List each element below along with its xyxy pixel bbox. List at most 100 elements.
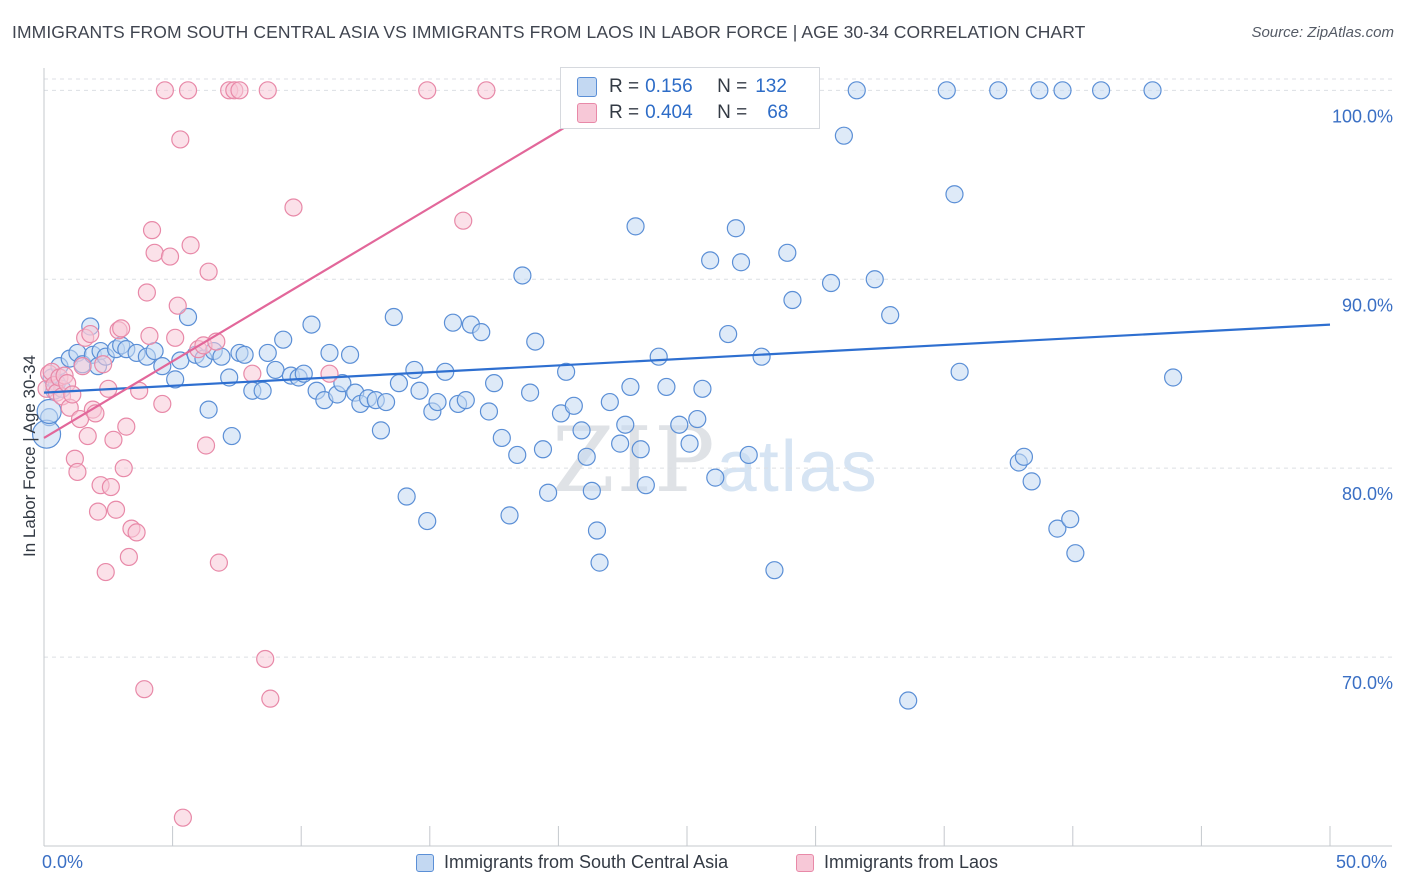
- x-min-label: 0.0%: [42, 852, 84, 872]
- data-point: [572, 421, 591, 440]
- data-point: [155, 81, 174, 100]
- data-point: [253, 381, 272, 400]
- data-point: [106, 500, 126, 519]
- data-point: [101, 477, 120, 497]
- y-tick-label: 80.0%: [1342, 484, 1393, 504]
- data-point: [68, 462, 87, 482]
- legend-swatch-blue: [416, 853, 434, 872]
- data-point: [731, 253, 751, 272]
- data-point: [539, 483, 558, 502]
- data-point: [168, 296, 187, 315]
- legend-item-south-central-asia[interactable]: Immigrants from South Central Asia: [416, 852, 728, 873]
- data-point: [726, 219, 745, 238]
- legend-label-south-central-asia: Immigrants from South Central Asia: [444, 852, 729, 872]
- y-tick-label: 70.0%: [1342, 673, 1393, 693]
- data-point: [94, 355, 113, 374]
- data-point: [371, 421, 391, 440]
- data-point: [485, 374, 504, 393]
- stats-swatch-pink: [577, 103, 597, 123]
- data-point: [73, 357, 92, 376]
- y-tick-label: 100.0%: [1332, 106, 1393, 126]
- data-point: [135, 680, 154, 699]
- data-point: [526, 332, 545, 351]
- data-point: [680, 434, 699, 453]
- data-point: [153, 394, 172, 414]
- data-point: [405, 360, 424, 380]
- data-point: [212, 347, 231, 366]
- data-point: [137, 283, 156, 302]
- data-point: [621, 377, 640, 397]
- data-point: [266, 360, 285, 380]
- data-point: [765, 561, 784, 580]
- data-point: [454, 211, 473, 230]
- data-point: [821, 273, 841, 293]
- stats-n-label-1: N =: [717, 76, 748, 97]
- data-point: [78, 426, 97, 446]
- data-point: [178, 81, 198, 100]
- data-point: [564, 396, 583, 415]
- trend-line-laos: [43, 127, 565, 439]
- data-point: [693, 379, 712, 398]
- data-point: [1164, 368, 1183, 387]
- bottom-legend: Immigrants from South Central Asia Immig…: [0, 852, 1406, 878]
- data-point: [479, 402, 499, 421]
- chart-title: IMMIGRANTS FROM SOUTH CENTRAL ASIA VS IM…: [12, 22, 1086, 42]
- series-south-central-asia: [31, 81, 1183, 710]
- trend-lines: [43, 127, 1331, 439]
- data-point: [384, 307, 403, 327]
- data-point: [389, 374, 409, 393]
- data-point: [533, 440, 553, 459]
- data-point: [261, 689, 280, 708]
- legend-item-laos[interactable]: Immigrants from Laos: [796, 852, 998, 873]
- data-point: [320, 364, 339, 383]
- data-point: [600, 392, 619, 412]
- data-point: [160, 247, 180, 266]
- trend-line-south-central-asia: [43, 323, 1331, 394]
- data-point: [783, 290, 802, 310]
- y-tick-labels: 70.0% 80.0% 90.0% 100.0%: [1332, 106, 1393, 693]
- data-point: [587, 521, 607, 540]
- data-point: [557, 362, 576, 381]
- series-laos: [37, 81, 496, 827]
- data-point: [104, 430, 123, 449]
- x-max-label: 50.0%: [1336, 852, 1388, 872]
- data-point: [117, 417, 136, 436]
- source-label: Source: ZipAtlas.com: [1251, 24, 1394, 41]
- stats-legend-box: R = 0.156 N = 132 R = 0.404 N = 68: [560, 67, 820, 129]
- watermark-atlas: atlas: [716, 427, 879, 507]
- data-point: [492, 428, 511, 448]
- data-point: [171, 130, 190, 149]
- data-point: [626, 217, 645, 236]
- data-point: [989, 81, 1008, 100]
- data-point: [258, 81, 277, 100]
- data-point: [1014, 447, 1034, 466]
- data-point: [222, 426, 241, 446]
- data-point: [590, 553, 609, 572]
- data-point: [636, 476, 655, 495]
- data-point: [443, 313, 463, 332]
- data-point: [274, 330, 293, 349]
- data-point: [88, 502, 108, 521]
- data-point: [865, 270, 884, 289]
- data-point: [719, 324, 738, 344]
- legend-swatch-pink: [796, 853, 814, 872]
- data-point: [670, 415, 689, 434]
- data-point: [63, 385, 82, 404]
- data-point: [96, 562, 115, 582]
- data-point: [333, 374, 352, 393]
- data-point: [1053, 81, 1072, 100]
- stats-n-value-2: 68: [767, 102, 789, 123]
- data-point: [340, 345, 360, 364]
- axes: [43, 68, 1392, 847]
- data-point: [1022, 472, 1041, 491]
- data-point: [173, 808, 192, 827]
- data-point: [616, 415, 635, 434]
- data-point: [582, 481, 601, 500]
- data-point: [145, 243, 164, 262]
- data-point: [256, 649, 275, 669]
- data-point: [508, 445, 527, 465]
- data-point: [428, 392, 447, 412]
- data-point: [114, 459, 133, 478]
- data-point-cluster: [36, 398, 62, 425]
